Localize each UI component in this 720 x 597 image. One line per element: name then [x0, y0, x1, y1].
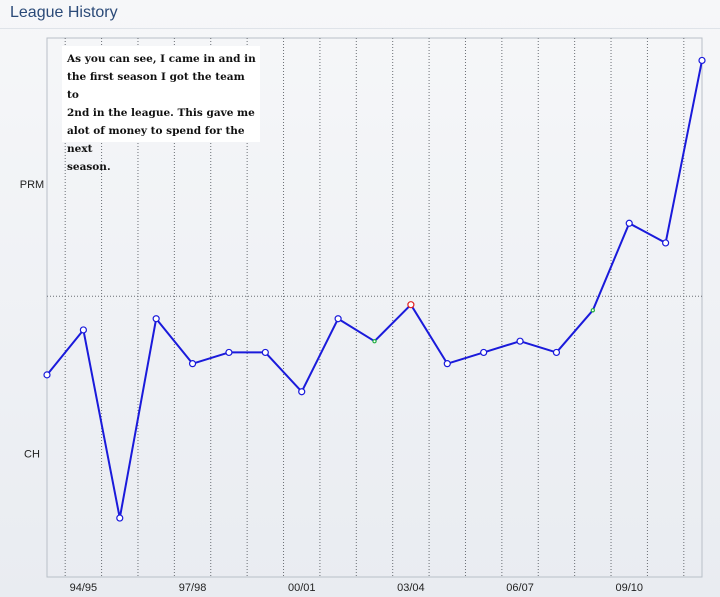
annotation-line: alot of money to spend for the next: [67, 125, 245, 155]
data-point: [188, 360, 197, 368]
x-tick-label: 97/98: [179, 582, 207, 594]
annotation-line: season.: [67, 161, 111, 173]
data-point: [116, 514, 124, 522]
data-point: [225, 348, 233, 357]
data-point: [590, 308, 596, 313]
annotation-line: the first season I got the team to: [67, 71, 245, 101]
data-point: [662, 239, 670, 247]
annotation-line: As you can see, I came in and in: [67, 53, 256, 65]
y-axis-label: PRM: [20, 179, 44, 191]
data-point: [372, 338, 377, 344]
panel-header: League History: [0, 0, 720, 29]
annotation-line: 2nd in the league. This gave me: [67, 107, 255, 119]
data-point: [407, 301, 415, 309]
data-point: [152, 315, 160, 323]
data-point: [480, 348, 488, 357]
y-axis-label: CH: [24, 448, 40, 460]
data-point: [516, 337, 524, 345]
x-tick-label: 09/10: [615, 582, 643, 594]
panel-title: League History: [10, 4, 118, 21]
data-point: [334, 315, 342, 323]
data-point: [261, 348, 269, 357]
data-point: [443, 360, 451, 368]
annotation-box: As you can see, I came in and in the fir…: [62, 46, 260, 173]
data-point: [298, 388, 306, 396]
data-point: [43, 371, 51, 379]
data-point: [698, 56, 706, 65]
data-point: [552, 348, 561, 357]
data-point: [625, 219, 633, 227]
plot-area: [46, 37, 703, 578]
data-point: [79, 326, 87, 334]
x-tick-label: 00/01: [288, 582, 316, 594]
x-tick-label: 06/07: [506, 582, 534, 594]
x-tick-label: 03/04: [397, 582, 425, 594]
x-tick-label: 94/95: [70, 582, 98, 594]
